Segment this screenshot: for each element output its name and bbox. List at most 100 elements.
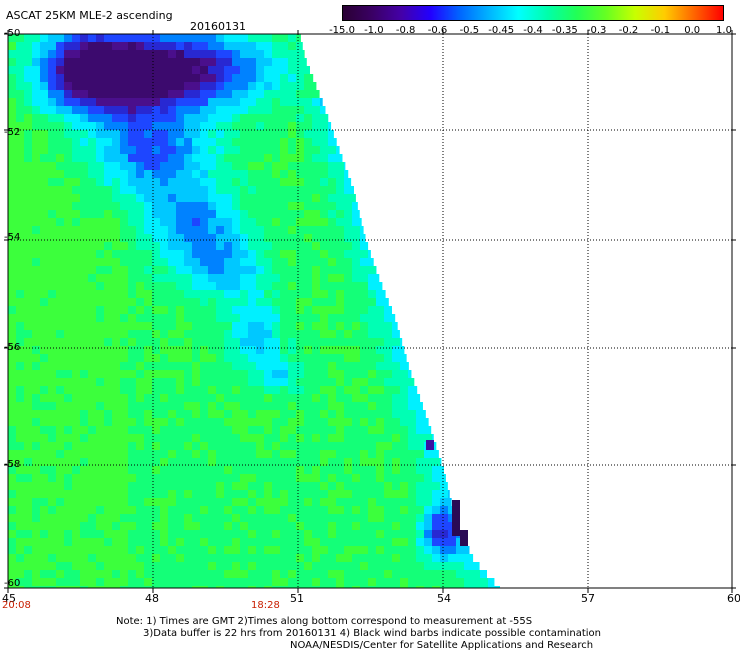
wind-cell	[184, 266, 192, 274]
wind-cell	[296, 402, 304, 410]
wind-cell	[192, 434, 200, 442]
wind-cell	[32, 530, 40, 538]
wind-cell	[224, 354, 232, 362]
wind-cell	[304, 506, 312, 514]
wind-cell	[136, 546, 144, 554]
wind-cell	[72, 554, 80, 562]
wind-cell	[136, 178, 144, 186]
wind-cell	[392, 362, 400, 370]
wind-cell	[208, 266, 216, 274]
wind-cell	[240, 162, 248, 170]
wind-cell	[24, 498, 32, 506]
wind-cell	[296, 466, 304, 474]
wind-cell	[296, 186, 304, 194]
wind-cell	[320, 562, 328, 570]
wind-cell	[376, 322, 384, 330]
wind-cell	[392, 386, 400, 394]
wind-cell	[56, 122, 64, 130]
wind-cell	[400, 578, 408, 586]
wind-cell	[64, 418, 72, 426]
wind-cell	[88, 546, 96, 554]
wind-cell	[240, 330, 248, 338]
wind-cell	[328, 162, 336, 170]
wind-cell	[176, 210, 184, 218]
wind-cell	[184, 138, 192, 146]
wind-cell	[56, 322, 64, 330]
wind-cell	[352, 290, 360, 298]
wind-cell	[112, 42, 120, 50]
wind-cell	[104, 546, 112, 554]
wind-cell	[168, 578, 176, 586]
wind-cell	[256, 490, 264, 498]
wind-cell	[216, 90, 224, 98]
wind-cell	[104, 186, 112, 194]
wind-cell	[304, 122, 312, 130]
wind-cell	[160, 322, 168, 330]
wind-cell	[312, 362, 320, 370]
wind-cell	[328, 482, 336, 490]
wind-cell	[352, 378, 360, 386]
wind-cell	[304, 218, 312, 226]
wind-cell	[200, 338, 208, 346]
wind-cell	[256, 498, 264, 506]
wind-cell	[184, 474, 192, 482]
wind-cell	[288, 90, 296, 98]
wind-cell	[24, 50, 32, 58]
wind-cell	[192, 258, 200, 266]
wind-cell	[272, 482, 280, 490]
wind-cell	[64, 34, 72, 42]
wind-cell	[288, 538, 296, 546]
wind-cell	[112, 170, 120, 178]
wind-cell	[440, 490, 448, 498]
wind-cell	[80, 570, 88, 578]
wind-cell	[328, 578, 336, 586]
wind-cell	[416, 522, 424, 530]
wind-cell	[280, 90, 288, 98]
wind-cell	[48, 266, 56, 274]
wind-cell	[224, 290, 232, 298]
wind-cell	[160, 370, 168, 378]
wind-cell	[112, 466, 120, 474]
wind-cell	[256, 530, 264, 538]
wind-cell	[8, 330, 16, 338]
wind-cell	[32, 154, 40, 162]
wind-cell	[336, 514, 344, 522]
wind-cell	[104, 154, 112, 162]
wind-cell	[200, 530, 208, 538]
wind-cell	[120, 98, 128, 106]
wind-cell	[312, 426, 320, 434]
wind-cell	[16, 218, 24, 226]
wind-cell	[368, 490, 376, 498]
wind-cell	[72, 218, 80, 226]
wind-cell	[208, 538, 216, 546]
wind-cell	[208, 66, 216, 74]
wind-cell	[40, 514, 48, 522]
wind-cell	[48, 34, 56, 42]
wind-cell	[280, 434, 288, 442]
wind-cell	[136, 362, 144, 370]
wind-cell	[48, 578, 56, 586]
wind-cell	[272, 162, 280, 170]
wind-cell	[248, 266, 256, 274]
wind-cell	[224, 530, 232, 538]
wind-cell	[288, 466, 296, 474]
wind-cell	[192, 562, 200, 570]
wind-cell	[176, 122, 184, 130]
wind-cell	[304, 290, 312, 298]
wind-cell	[8, 106, 16, 114]
wind-cell	[40, 450, 48, 458]
wind-cell	[240, 50, 248, 58]
wind-cell	[56, 218, 64, 226]
wind-cell	[64, 498, 72, 506]
wind-cell	[24, 74, 32, 82]
wind-cell	[176, 274, 184, 282]
wind-cell	[256, 138, 264, 146]
wind-cell	[296, 106, 304, 114]
wind-cell	[280, 362, 288, 370]
x-tick-51: 51	[290, 593, 304, 605]
wind-cell	[296, 74, 304, 82]
wind-cell	[64, 50, 72, 58]
wind-cell	[208, 410, 216, 418]
wind-cell	[16, 58, 24, 66]
wind-cell	[408, 482, 416, 490]
